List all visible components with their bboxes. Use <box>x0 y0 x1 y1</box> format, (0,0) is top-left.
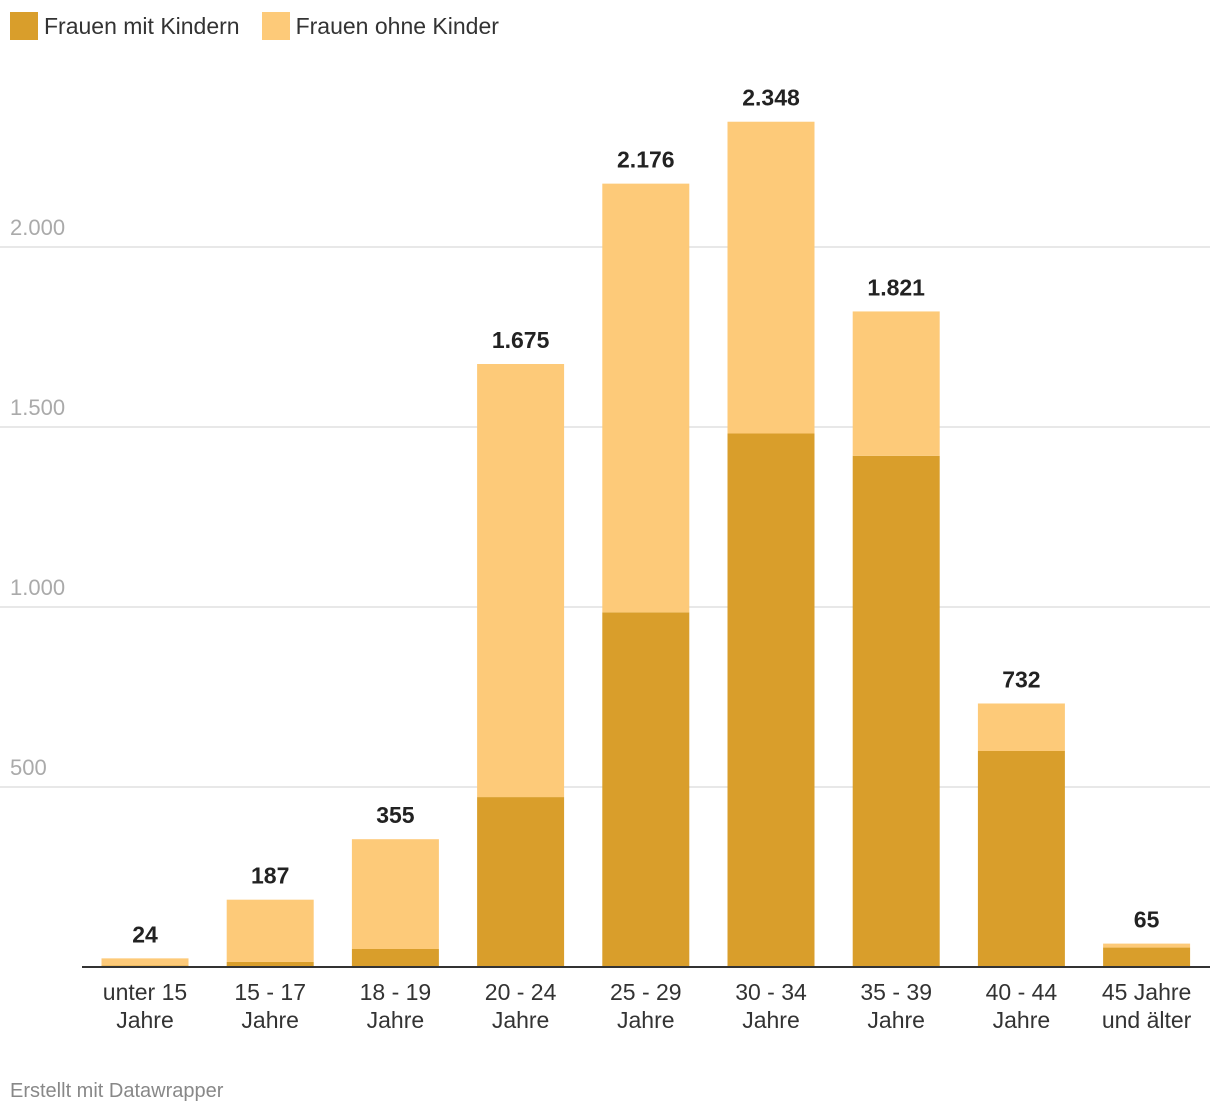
bar-segment-mit-kindern <box>351 949 439 967</box>
bar-total-label: 355 <box>376 802 415 828</box>
legend-label-mit-kindern: Frauen mit Kindern <box>44 12 240 39</box>
bar-segment-mit-kindern <box>852 455 940 967</box>
x-tick-label: Jahre <box>367 1007 425 1033</box>
footer-credit: Erstellt mit Datawrapper <box>10 1080 224 1102</box>
bar-total-label: 65 <box>1134 907 1160 933</box>
x-tick-label: Jahre <box>241 1007 299 1033</box>
x-tick-label: 20 - 24 <box>485 979 557 1005</box>
x-tick-label: Jahre <box>492 1007 550 1033</box>
x-tick-label: 18 - 19 <box>360 979 432 1005</box>
legend-item-mit-kindern: Frauen mit Kindern <box>10 12 240 40</box>
x-tick-label: Jahre <box>742 1007 800 1033</box>
x-tick-label: 45 Jahre <box>1102 979 1192 1005</box>
bar-total-label: 1.675 <box>492 327 550 353</box>
bar-segment-ohne-kinder <box>351 839 439 949</box>
legend: Frauen mit Kindern Frauen ohne Kinder <box>10 12 499 40</box>
bar-segment-ohne-kinder <box>852 311 940 456</box>
bar-total-label: 732 <box>1002 666 1040 692</box>
legend-item-ohne-kinder: Frauen ohne Kinder <box>261 12 499 40</box>
x-tick-label: unter 15 <box>103 979 187 1005</box>
x-tick-label: 15 - 17 <box>234 979 306 1005</box>
bar-segment-ohne-kinder <box>101 958 189 966</box>
legend-label-ohne-kinder: Frauen ohne Kinder <box>295 12 499 39</box>
y-tick-label: 1.500 <box>10 395 65 420</box>
bar-total-label: 1.821 <box>867 274 925 300</box>
bar-segment-mit-kindern <box>226 961 314 967</box>
x-tick-label: 25 - 29 <box>610 979 682 1005</box>
x-tick-label: 30 - 34 <box>735 979 807 1005</box>
y-tick-label: 500 <box>10 755 47 780</box>
x-tick-label: Jahre <box>617 1007 675 1033</box>
bar-total-label: 187 <box>251 863 289 889</box>
x-tick-label: Jahre <box>116 1007 174 1033</box>
bar-segment-ohne-kinder <box>602 183 690 613</box>
bar-segment-mit-kindern <box>727 433 815 968</box>
bar-segment-mit-kindern <box>977 751 1065 967</box>
bar-segment-ohne-kinder <box>1103 943 1191 948</box>
legend-swatch-mit-kindern <box>10 12 38 40</box>
bar-total-label: 2.176 <box>617 147 675 173</box>
bar-segment-ohne-kinder <box>977 703 1065 751</box>
y-tick-label: 2.000 <box>10 215 65 240</box>
bar-segment-mit-kindern <box>1103 947 1191 967</box>
bar-segment-mit-kindern <box>602 612 690 967</box>
x-tick-label: 40 - 44 <box>986 979 1058 1005</box>
x-tick-label: und älter <box>1102 1007 1192 1033</box>
x-tick-label: Jahre <box>993 1007 1051 1033</box>
y-tick-label: 1.000 <box>10 575 65 600</box>
x-tick-label: Jahre <box>867 1007 925 1033</box>
bar-total-label: 24 <box>132 921 158 947</box>
bar-total-label: 2.348 <box>742 85 800 111</box>
x-tick-label: 35 - 39 <box>860 979 932 1005</box>
legend-swatch-ohne-kinder <box>261 12 290 40</box>
bar-segment-ohne-kinder <box>727 121 815 434</box>
bar-segment-ohne-kinder <box>226 899 314 962</box>
bar-segment-mit-kindern <box>477 797 565 967</box>
bar-segment-ohne-kinder <box>477 364 565 798</box>
